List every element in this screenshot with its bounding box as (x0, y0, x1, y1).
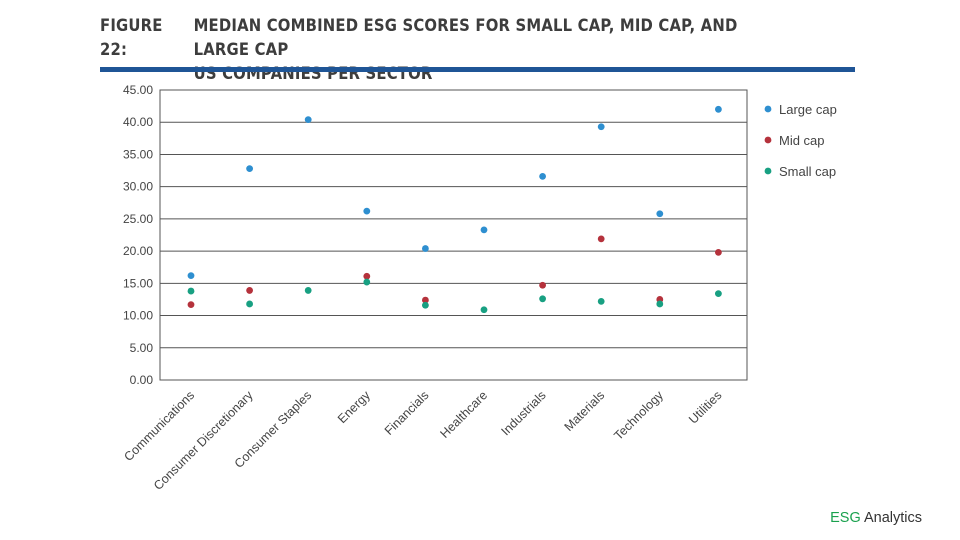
brand-rest: Analytics (860, 510, 922, 526)
point-large-cap (597, 123, 605, 131)
x-tick-label: Industrials (499, 388, 549, 438)
y-tick-label: 30.00 (123, 180, 153, 194)
y-tick-label: 0.00 (130, 373, 154, 387)
y-tick-label: 45.00 (123, 83, 153, 97)
point-small-cap (539, 295, 546, 303)
point-small-cap (187, 287, 195, 295)
point-large-cap (246, 165, 254, 173)
title-rule (100, 67, 855, 72)
legend-label-mid-cap: Mid cap (779, 133, 825, 148)
x-tick-label: Technology (611, 388, 666, 443)
point-small-cap (304, 287, 312, 294)
brand-logo: ESG Analytics (830, 510, 922, 526)
x-tick-label: Materials (562, 388, 608, 434)
point-mid-cap (715, 249, 722, 256)
plot-frame (159, 89, 748, 381)
y-tick-label: 40.00 (123, 115, 153, 129)
y-tick-label: 5.00 (130, 341, 154, 355)
figure-title: FIGURE 22: MEDIAN COMBINED ESG SCORES FO… (100, 14, 784, 86)
point-large-cap (187, 272, 195, 279)
point-mid-cap (246, 287, 254, 294)
point-mid-cap (363, 272, 371, 280)
point-small-cap (422, 301, 429, 309)
point-large-cap (539, 172, 546, 180)
point-mid-cap (539, 281, 546, 289)
legend: Large cap Mid cap Small cap (764, 102, 837, 179)
point-small-cap (363, 278, 371, 286)
point-mid-cap (187, 301, 195, 308)
point-small-cap (480, 306, 488, 314)
x-tick-label: Energy (335, 388, 373, 426)
legend-marker-small-cap (764, 167, 772, 175)
y-tick-label: 15.00 (123, 276, 153, 290)
point-small-cap (715, 290, 722, 298)
figure-title-line-1: MEDIAN COMBINED ESG SCORES FOR SMALL CAP… (193, 16, 738, 59)
point-small-cap (246, 300, 254, 308)
y-axis-ticks: 0.00 5.00 10.00 15.00 20.00 25.00 30.00 35.00 40… (123, 83, 153, 387)
point-large-cap (656, 210, 664, 218)
x-tick-label: Healthcare (437, 388, 490, 441)
point-small-cap (656, 300, 664, 308)
legend-label-small-cap: Small cap (779, 164, 836, 179)
data-points (187, 105, 722, 314)
gridlines (160, 89, 747, 381)
y-tick-label: 35.00 (123, 147, 153, 161)
point-large-cap (422, 245, 429, 252)
point-mid-cap (422, 296, 429, 304)
point-large-cap (304, 116, 312, 124)
y-tick-label: 10.00 (123, 309, 153, 323)
x-tick-label: Financials (382, 388, 432, 438)
point-large-cap (363, 207, 371, 215)
legend-marker-mid-cap (764, 136, 772, 144)
point-small-cap (597, 297, 605, 305)
legend-marker-large-cap (764, 105, 772, 113)
point-mid-cap (597, 235, 605, 243)
figure-number: FIGURE 22: (100, 16, 163, 59)
legend-label-large-cap: Large cap (779, 102, 837, 117)
x-tick-label: Consumer Discretionary (151, 388, 256, 493)
point-large-cap (715, 105, 722, 113)
y-tick-label: 25.00 (123, 212, 153, 226)
y-tick-label: 20.00 (123, 244, 153, 258)
brand-accent: ESG (830, 510, 861, 526)
point-large-cap (480, 226, 488, 234)
x-tick-label: Utilities (686, 388, 724, 426)
